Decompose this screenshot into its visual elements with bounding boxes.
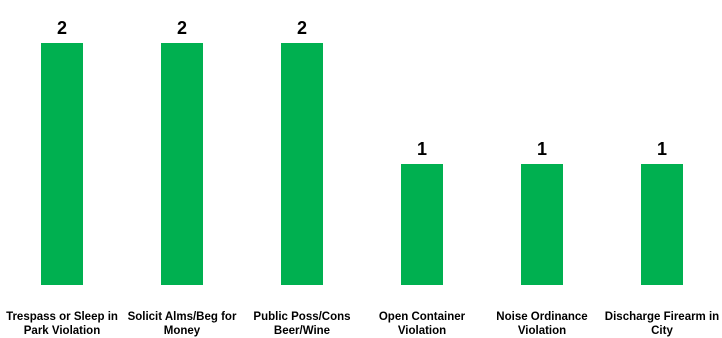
data-label-1: 2 [177,18,187,38]
bar-5 [641,164,683,285]
bar-4 [521,164,563,285]
bars-group [41,43,683,285]
category-label-1: Solicit Alms/Beg for Money [128,311,237,337]
category-labels-group: Trespass or Sleep in Park Violation Solici… [6,311,719,337]
data-label-5: 1 [657,139,667,159]
bar-1 [161,43,203,285]
category-label-2: Public Poss/Cons Beer/Wine [253,311,350,337]
category-label-3: Open Container Violation [379,311,466,337]
data-label-0: 2 [57,18,67,38]
bar-3 [401,164,443,285]
value-labels-group: 2 2 2 1 1 1 [57,18,667,159]
data-label-2: 2 [297,18,307,38]
category-label-5: Discharge Firearm in City [605,311,719,337]
bar-0 [41,43,83,285]
data-label-3: 1 [417,139,427,159]
data-label-4: 1 [537,139,547,159]
bar-2 [281,43,323,285]
category-label-4: Noise Ordinance Violation [496,311,587,337]
category-label-0: Trespass or Sleep in Park Violation [6,311,118,337]
